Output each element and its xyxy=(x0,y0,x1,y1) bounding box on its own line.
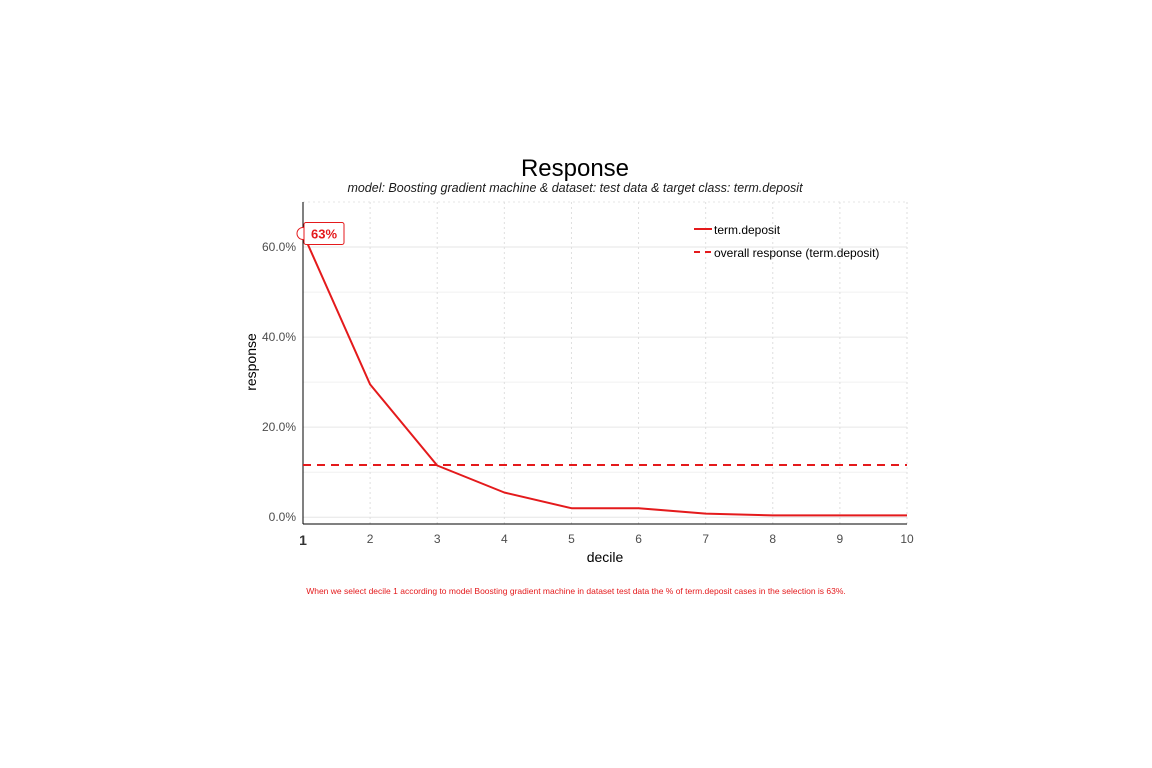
legend: term.deposit overall response (term.depo… xyxy=(694,223,879,260)
x-tick-label: 10 xyxy=(900,532,914,546)
annotation-label: 63% xyxy=(311,227,337,242)
x-tick-label: 5 xyxy=(568,532,575,546)
y-axis-ticks: 0.0% 20.0% 40.0% 60.0% xyxy=(262,240,296,524)
annotation-box xyxy=(303,222,345,246)
grid xyxy=(302,201,908,524)
x-axis-title: decile xyxy=(587,549,624,565)
chart-title: Response xyxy=(521,155,629,182)
chart-caption: When we select decile 1 according to mod… xyxy=(306,586,846,596)
series-line-term-deposit xyxy=(302,233,907,517)
legend-entry-overall-response: overall response (term.deposit) xyxy=(714,246,879,260)
y-tick-label: 0.0% xyxy=(269,510,297,524)
y-tick-label: 60.0% xyxy=(262,240,296,254)
axes xyxy=(302,202,907,525)
chart-subtitle: model: Boosting gradient machine & datas… xyxy=(347,181,803,195)
x-tick-label: 4 xyxy=(501,532,508,546)
x-tick-label-highlighted: 1 xyxy=(299,532,307,548)
y-axis-title: response xyxy=(243,333,259,391)
x-tick-label: 9 xyxy=(837,532,844,546)
x-tick-label: 6 xyxy=(635,532,642,546)
legend-entry-term-deposit: term.deposit xyxy=(714,223,781,237)
x-tick-label: 8 xyxy=(769,532,776,546)
y-tick-label: 40.0% xyxy=(262,330,296,344)
y-tick-label: 20.0% xyxy=(262,420,296,434)
x-tick-label: 2 xyxy=(367,532,374,546)
series-layer xyxy=(302,233,907,517)
x-tick-label: 3 xyxy=(434,532,441,546)
x-axis-ticks: 1 2 3 4 5 6 7 8 9 10 xyxy=(299,532,914,548)
x-tick-label: 7 xyxy=(702,532,709,546)
annotation-callout: 63% xyxy=(296,222,345,246)
